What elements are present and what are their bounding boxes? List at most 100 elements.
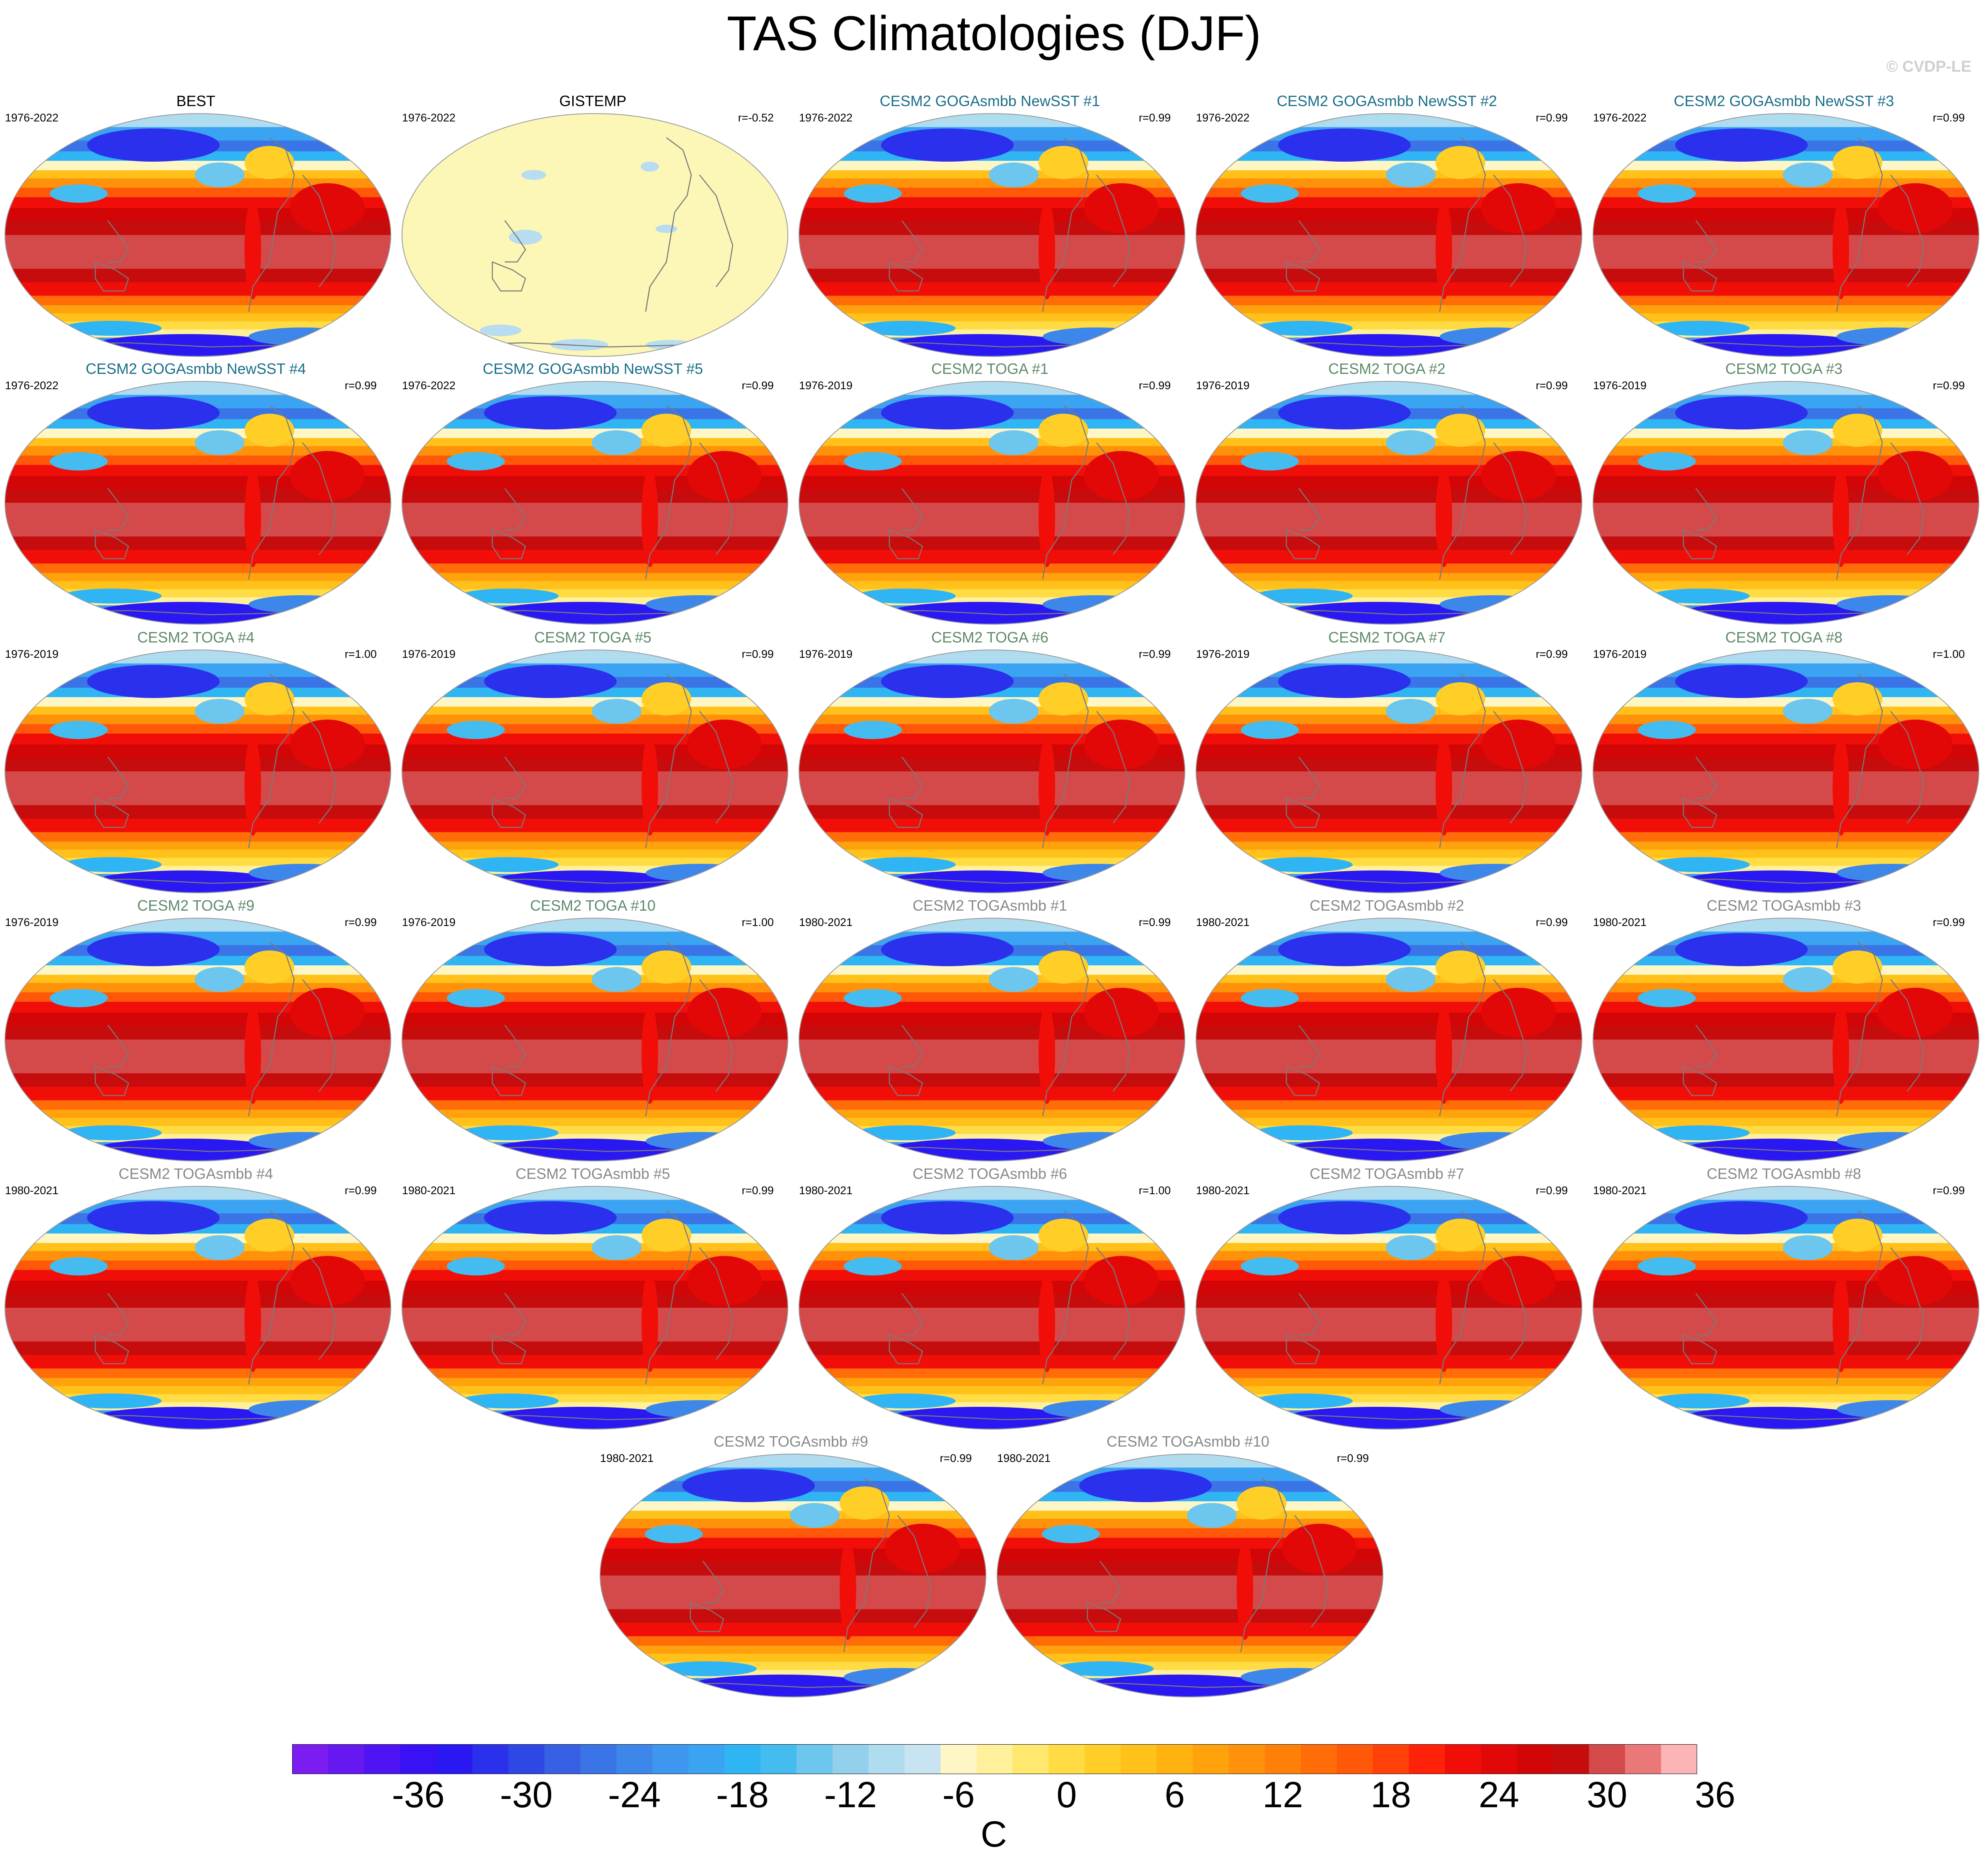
map-panel: CESM2 TOGA #3 1976-2019 r=0.99 [1588, 360, 1980, 625]
temperature-band [402, 1073, 788, 1087]
regional-anomaly [1878, 720, 1953, 769]
temperature-band [799, 160, 1185, 171]
panel-title: CESM2 TOGAsmbb #8 [1707, 1165, 1861, 1182]
temperature-band [402, 381, 788, 395]
temperature-band [1593, 1251, 1979, 1261]
temperature-band [5, 965, 391, 975]
map-outline [1196, 650, 1582, 893]
temperature-band [5, 1110, 391, 1118]
temperature-band [1593, 581, 1979, 590]
map-outline [402, 918, 788, 1161]
panel-period: 1976-2019 [799, 648, 853, 660]
coastline [302, 442, 337, 555]
regional-anomaly [687, 720, 762, 769]
temperature-band [1593, 1341, 1979, 1355]
temperature-band [5, 114, 391, 128]
temperature-band [5, 1100, 391, 1110]
map-outline [799, 113, 1185, 357]
panel-period: 1976-2022 [5, 379, 59, 392]
panel-title: CESM2 GOGAsmbb NewSST #5 [482, 360, 703, 377]
map-outline [799, 650, 1185, 893]
coastline [1683, 797, 1717, 828]
temperature-band [1196, 818, 1582, 833]
temperature-band [402, 1040, 788, 1060]
regional-anomaly [245, 200, 261, 299]
colorbar-tick-label: 0 [1056, 1774, 1077, 1815]
temperature-band [600, 1653, 986, 1663]
coastline [504, 1293, 526, 1336]
coastline [1493, 711, 1528, 824]
regional-anomaly [1043, 864, 1150, 882]
coastline [94, 1334, 129, 1365]
regional-anomaly [646, 1400, 753, 1418]
temperature-band [600, 1501, 986, 1511]
regional-anomaly [1039, 200, 1055, 299]
regional-anomaly [245, 1273, 261, 1372]
regional-anomaly [1286, 334, 1469, 356]
coastline [1890, 175, 1925, 287]
coastline [901, 220, 923, 263]
regional-anomaly [881, 1201, 1014, 1234]
temperature-band [997, 1519, 1383, 1529]
temperature-band [5, 1308, 391, 1328]
temperature-band [1593, 805, 1979, 819]
temperature-band [402, 581, 788, 590]
temperature-band [1196, 858, 1582, 866]
map-panel: CESM2 TOGA #1 1976-2019 r=0.99 [794, 360, 1186, 625]
coastline [699, 979, 734, 1092]
regional-anomaly [840, 1486, 889, 1520]
coastline [1240, 1478, 1287, 1653]
colorbar-box [1300, 1744, 1337, 1774]
panel-title: CESM2 TOGAsmbb #7 [1310, 1165, 1464, 1182]
coastline [702, 1561, 724, 1603]
panel-correlation: r=0.99 [1535, 648, 1568, 660]
regional-anomaly [1241, 184, 1299, 203]
temperature-band [1593, 715, 1979, 725]
regional-anomaly [790, 1503, 840, 1528]
robinson-map [1196, 1186, 1582, 1430]
temperature-band [997, 1636, 1383, 1646]
temperature-band [402, 771, 788, 792]
temperature-band [402, 1378, 788, 1386]
regional-anomaly [1436, 468, 1452, 567]
coastline [94, 529, 129, 560]
temperature-band [1196, 1394, 1582, 1403]
coastline [1890, 979, 1925, 1092]
panel-title: CESM2 TOGA #8 [1725, 629, 1843, 646]
colorbar-tick-label: -12 [824, 1774, 877, 1815]
temperature-band [1593, 589, 1979, 598]
colorbar-tick-label: -30 [500, 1774, 553, 1815]
temperature-band [402, 446, 788, 456]
regional-anomaly [62, 321, 162, 336]
temperature-band [5, 235, 391, 256]
temperature-band [1593, 381, 1979, 395]
temperature-band [5, 1328, 391, 1342]
temperature-band [5, 771, 391, 792]
regional-anomaly [290, 451, 365, 501]
regional-anomaly [646, 864, 753, 882]
temperature-band [1196, 235, 1582, 256]
temperature-band [402, 918, 788, 932]
panel-correlation: r=0.99 [1535, 1184, 1568, 1197]
temperature-band [402, 1308, 788, 1328]
temperature-band [1196, 791, 1582, 806]
temperature-band [600, 1454, 986, 1468]
temperature-band [1196, 918, 1582, 932]
regional-anomaly [1440, 864, 1547, 882]
temperature-band [402, 849, 788, 858]
temperature-band [5, 918, 391, 932]
regional-anomaly [1878, 1256, 1953, 1306]
robinson-map [600, 1454, 986, 1697]
regional-anomaly [889, 1139, 1072, 1160]
regional-anomaly [249, 327, 356, 346]
temperature-band [799, 1117, 1185, 1127]
robinson-map [1196, 113, 1582, 357]
temperature-band [5, 818, 391, 833]
temperature-band [5, 1073, 391, 1087]
temperature-band [1593, 1368, 1979, 1379]
robinson-map [1593, 918, 1979, 1161]
colorbar-box [1661, 1744, 1697, 1774]
regional-anomaly [642, 468, 658, 567]
regional-anomaly [1042, 1525, 1100, 1543]
